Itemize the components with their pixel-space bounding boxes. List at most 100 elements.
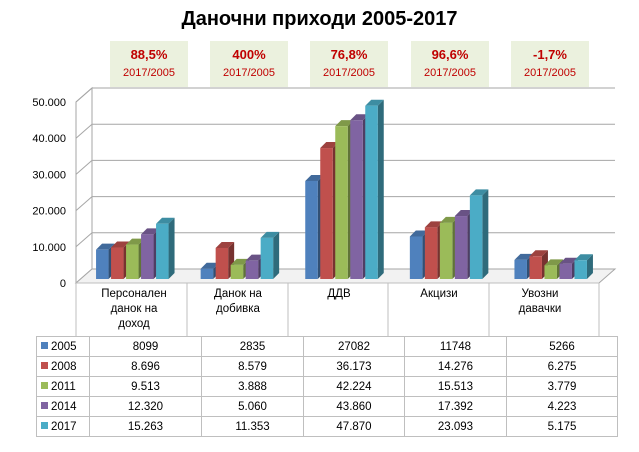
legend-entry: 2014 xyxy=(36,396,90,417)
bar-front xyxy=(245,260,259,279)
bar-top xyxy=(439,216,459,223)
legend-entry: 2017 xyxy=(36,416,90,437)
growth-percent: 96,6% xyxy=(431,47,469,62)
growth-period: 2017/2005 xyxy=(323,67,375,79)
bar-top xyxy=(230,258,250,265)
bar-front xyxy=(350,120,363,279)
bar xyxy=(574,254,593,279)
y-tick-label: 0 xyxy=(60,278,66,290)
data-label: 43.860 xyxy=(303,396,405,417)
data-label: 5.060 xyxy=(201,396,304,417)
bar-top xyxy=(529,250,548,257)
legend-label: 2017 xyxy=(51,420,77,433)
bar-front xyxy=(320,148,333,279)
bar-front xyxy=(559,263,572,279)
growth-percent: 88,5% xyxy=(130,47,168,62)
data-label: 15.263 xyxy=(89,416,202,437)
data-label: 3.888 xyxy=(201,376,304,397)
y-tick-label: 10.000 xyxy=(32,242,66,254)
bar-front xyxy=(469,195,483,279)
bar-front xyxy=(141,234,154,279)
gridline-depth xyxy=(75,87,93,103)
bar-top xyxy=(96,243,115,250)
data-label: 4.223 xyxy=(506,396,618,417)
legend-entry: 2008 xyxy=(36,356,90,377)
bar-top xyxy=(424,221,444,228)
bar-top xyxy=(544,259,563,266)
data-label: 12.320 xyxy=(89,396,202,417)
growth-box-excise: 96,6% 2017/2005 xyxy=(411,41,489,87)
bar-top xyxy=(559,257,578,264)
growth-percent: -1,7% xyxy=(533,47,567,62)
bar-front xyxy=(424,227,438,279)
bar xyxy=(215,241,235,279)
bar-top xyxy=(350,114,369,121)
bar-top xyxy=(245,254,265,261)
legend-entry: 2011 xyxy=(36,376,90,397)
legend-label: 2005 xyxy=(51,340,77,353)
legend-entry: 2005 xyxy=(36,336,90,357)
gridline-depth xyxy=(75,196,93,211)
category-label-personal-income: Персонален данок на доход xyxy=(101,288,167,330)
bar-top xyxy=(454,210,474,217)
growth-percent: 76,8% xyxy=(330,47,368,62)
bar-side xyxy=(168,217,175,279)
data-label: 11748 xyxy=(404,336,507,357)
bar-front xyxy=(111,247,124,279)
growth-period: 2017/2005 xyxy=(424,67,476,79)
growth-box-personal-income: 88,5% 2017/2005 xyxy=(110,41,188,87)
bar-top xyxy=(514,253,533,260)
data-table: 2005 8099 2835 27082 11748 5266 2008 8.696 8.579… xyxy=(36,336,618,437)
data-label: 3.779 xyxy=(506,376,618,397)
data-label: 47.870 xyxy=(303,416,405,437)
data-label: 5266 xyxy=(506,336,618,357)
bar-front xyxy=(215,247,229,279)
bar-front xyxy=(126,244,139,279)
data-label: 2835 xyxy=(201,336,304,357)
legend-swatch xyxy=(41,361,48,369)
y-tick-label: 50.000 xyxy=(32,97,66,109)
bar-front xyxy=(200,268,214,279)
y-axis: 50.000 40.000 30.000 20.000 10.000 0 xyxy=(32,97,66,290)
y-tick-label: 40.000 xyxy=(32,133,66,145)
table-row: 2017 15.263 11.353 47.870 23.093 5.175 xyxy=(36,416,618,437)
table-row: 2008 8.696 8.579 36.173 14.276 6.275 xyxy=(36,356,618,377)
bar-top xyxy=(574,254,593,261)
bar xyxy=(260,231,280,279)
bar-front xyxy=(409,236,423,279)
table-row: 2005 8099 2835 27082 11748 5266 xyxy=(36,336,618,357)
bars xyxy=(96,99,593,280)
gridline-depth xyxy=(75,160,93,175)
bar-top xyxy=(156,217,175,224)
data-label: 17.392 xyxy=(404,396,507,417)
bar-top xyxy=(111,241,130,248)
data-label: 8.696 xyxy=(89,356,202,377)
bar-side xyxy=(377,99,384,279)
bar-top xyxy=(335,120,354,127)
growth-period: 2017/2005 xyxy=(223,67,275,79)
data-label: 6.275 xyxy=(506,356,618,377)
growth-period: 2017/2005 xyxy=(524,67,576,79)
bar-front xyxy=(439,222,453,279)
bar-front xyxy=(454,216,468,279)
category-label-profit-tax: Данок на добивка xyxy=(214,288,262,315)
data-label: 8.579 xyxy=(201,356,304,377)
data-label: 9.513 xyxy=(89,376,202,397)
data-label: 23.093 xyxy=(404,416,507,437)
y-tick-label: 30.000 xyxy=(32,169,66,181)
bar xyxy=(469,189,489,279)
legend-swatch xyxy=(41,421,48,429)
legend-label: 2014 xyxy=(51,400,77,413)
chart-title: Даночни приходи 2005-2017 xyxy=(181,8,458,30)
data-label: 42.224 xyxy=(303,376,405,397)
data-label: 5.175 xyxy=(506,416,618,437)
bar-top xyxy=(320,142,339,149)
bar-front xyxy=(514,259,527,279)
bar-front xyxy=(365,105,378,279)
y-tick-label: 20.000 xyxy=(32,206,66,218)
bar-side xyxy=(273,231,280,279)
legend-label: 2011 xyxy=(51,380,76,393)
category-label-excise: Акцизи xyxy=(420,288,458,300)
legend-swatch xyxy=(41,381,48,389)
table-row: 2011 9.513 3.888 42.224 15.513 3.779 xyxy=(36,376,618,397)
